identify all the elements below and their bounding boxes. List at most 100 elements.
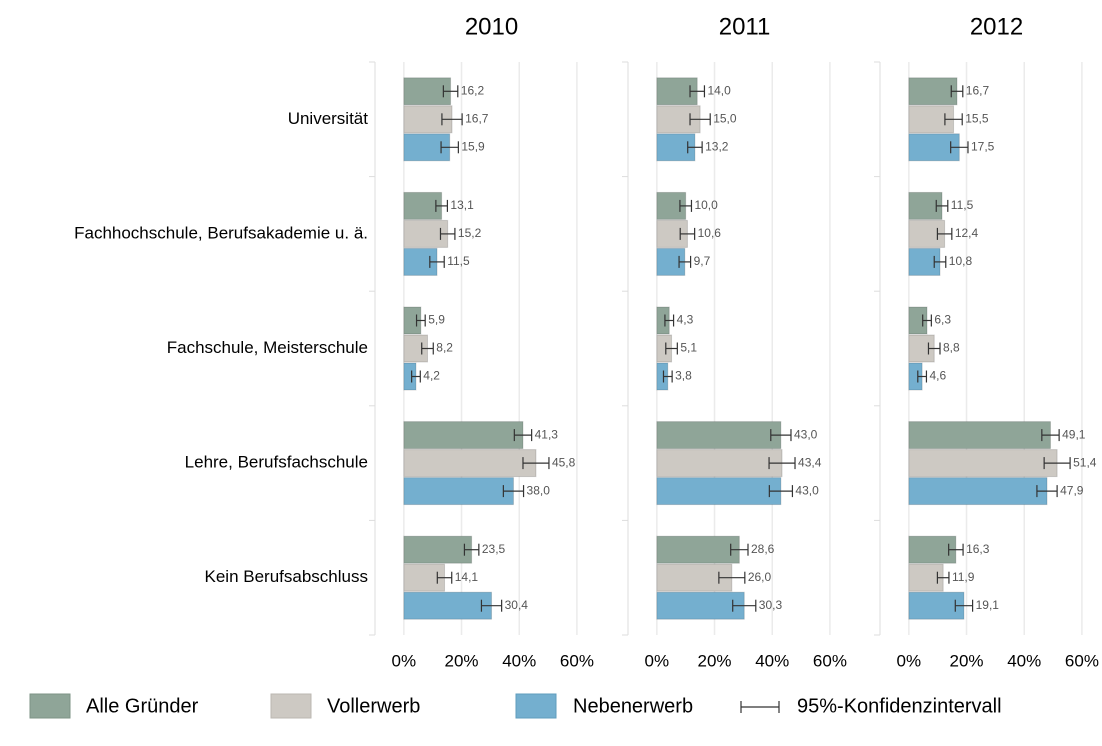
error-bar	[770, 429, 792, 442]
x-tick-label: 40%	[755, 651, 789, 670]
error-bar	[429, 255, 445, 268]
error-bar	[435, 199, 449, 212]
value-label: 45,8	[552, 455, 576, 469]
bar	[908, 449, 1058, 478]
error-bar	[441, 113, 463, 126]
value-label: 6,3	[934, 313, 951, 327]
error-bar	[679, 227, 696, 240]
error-bar	[944, 113, 963, 126]
category-label: Fachhochschule, Berufsakademie u. ä.	[74, 223, 368, 242]
legend-swatch	[270, 693, 312, 719]
x-tick-label: 40%	[502, 651, 536, 670]
error-bar	[950, 141, 969, 154]
value-label: 16,7	[465, 111, 489, 125]
value-label: 13,1	[450, 198, 474, 212]
error-bar	[922, 314, 932, 327]
bar	[656, 591, 745, 620]
category-label: Universität	[288, 109, 369, 128]
error-bar	[662, 370, 673, 383]
error-bar	[954, 599, 974, 612]
bar	[403, 449, 537, 478]
bar	[656, 421, 782, 450]
legend-swatch	[515, 693, 557, 719]
error-bar	[718, 571, 746, 584]
error-bar	[768, 485, 794, 498]
error-bar	[513, 429, 533, 442]
x-tick-label: 0%	[392, 651, 417, 670]
value-label: 5,9	[428, 313, 445, 327]
value-label: 28,6	[751, 542, 775, 556]
error-bar	[950, 85, 964, 98]
error-bar	[1041, 429, 1060, 442]
value-label: 9,7	[694, 254, 711, 268]
error-bar	[935, 199, 949, 212]
x-tick-label: 60%	[560, 651, 594, 670]
legend-label: Vollerwerb	[327, 695, 420, 717]
error-bar	[463, 543, 480, 556]
value-label: 10,8	[949, 254, 973, 268]
x-tick-label: 20%	[445, 651, 479, 670]
error-bar	[522, 457, 550, 470]
value-label: 10,6	[698, 226, 722, 240]
bar	[403, 421, 524, 450]
value-label: 26,0	[748, 570, 772, 584]
category-label: Kein Berufsabschluss	[205, 567, 368, 586]
value-label: 15,5	[965, 111, 989, 125]
bar	[908, 477, 1048, 506]
value-label: 17,5	[971, 139, 995, 153]
value-label: 16,2	[461, 83, 485, 97]
error-bar	[678, 255, 692, 268]
legend-label: 95%-Konfidenzintervall	[797, 695, 1002, 717]
legend-swatch	[29, 693, 71, 719]
value-label: 43,4	[798, 455, 822, 469]
bar	[403, 477, 514, 506]
value-label: 30,3	[759, 598, 783, 612]
error-bar	[732, 599, 757, 612]
legend-label: Nebenerwerb	[573, 695, 693, 717]
value-label: 49,1	[1062, 427, 1086, 441]
error-bar	[936, 227, 953, 240]
value-label: 5,1	[680, 341, 697, 355]
value-label: 14,1	[455, 570, 479, 584]
bar	[403, 591, 493, 620]
error-bar	[439, 227, 456, 240]
value-label: 4,3	[677, 313, 694, 327]
error-bar	[664, 314, 675, 327]
value-label: 43,0	[794, 427, 818, 441]
error-bar	[917, 370, 928, 383]
value-label: 19,1	[976, 598, 1000, 612]
value-label: 10,0	[694, 198, 718, 212]
value-label: 3,8	[675, 369, 692, 383]
value-label: 11,5	[447, 254, 470, 268]
value-label: 15,0	[713, 111, 737, 125]
value-label: 12,4	[955, 226, 979, 240]
x-tick-label: 0%	[645, 651, 670, 670]
error-bar	[936, 571, 950, 584]
value-label: 30,4	[505, 598, 529, 612]
value-label: 4,6	[929, 369, 946, 383]
error-bar	[1036, 485, 1058, 498]
error-bar	[440, 141, 459, 154]
value-label: 51,4	[1073, 455, 1097, 469]
value-label: 15,9	[461, 139, 485, 153]
error-bar	[480, 599, 503, 612]
x-tick-label: 60%	[813, 651, 847, 670]
x-tick-label: 20%	[698, 651, 732, 670]
error-bar	[730, 543, 749, 556]
error-bar	[421, 342, 434, 355]
value-label: 8,2	[436, 341, 453, 355]
error-bar	[768, 457, 796, 470]
error-bar	[411, 370, 421, 383]
bar	[908, 77, 958, 106]
bar	[656, 535, 740, 564]
value-label: 38,0	[527, 483, 551, 497]
value-label: 14,0	[707, 83, 731, 97]
error-bar	[933, 255, 947, 268]
legend-error-symbol	[740, 701, 780, 713]
bar	[656, 449, 783, 478]
error-bar	[948, 543, 964, 556]
x-tick-label: 0%	[897, 651, 922, 670]
bar	[908, 421, 1051, 450]
error-bar	[415, 314, 426, 327]
